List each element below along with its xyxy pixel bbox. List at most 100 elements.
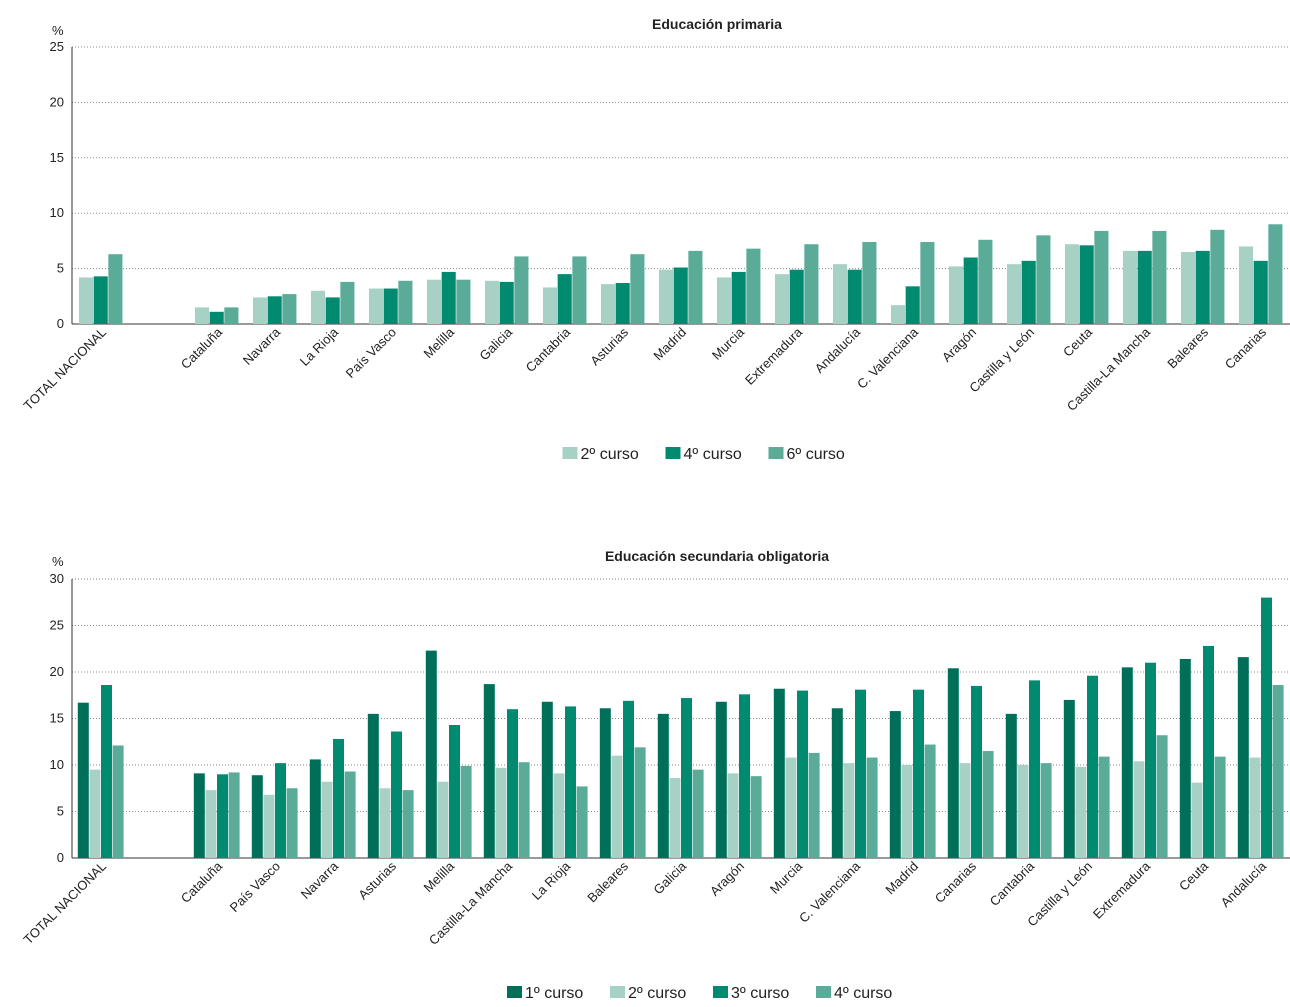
- bar: [862, 242, 877, 324]
- bar: [224, 307, 239, 324]
- bar: [978, 239, 993, 324]
- bar: [333, 738, 344, 858]
- bar: [727, 773, 739, 858]
- legend-swatch: [768, 447, 784, 459]
- x-tick-label: Murcia: [767, 858, 806, 897]
- x-tick-label: Melilla: [420, 858, 457, 895]
- x-tick-label: Andalucía: [1218, 858, 1270, 910]
- bar: [959, 763, 971, 858]
- bar: [89, 769, 101, 858]
- bar: [425, 650, 437, 858]
- x-tick-label: Cantabria: [987, 858, 1038, 909]
- bar: [1133, 761, 1145, 858]
- bar: [947, 668, 959, 858]
- bar: [344, 771, 356, 858]
- bar: [905, 286, 920, 324]
- x-tick-label: Canarias: [1222, 324, 1270, 372]
- legend-label: 2º curso: [581, 446, 639, 463]
- bar: [889, 711, 901, 858]
- bar: [831, 708, 843, 858]
- y-axis-label: %: [52, 23, 64, 38]
- x-tick-label: Ceuta: [1176, 858, 1212, 894]
- bar: [1029, 680, 1040, 858]
- x-tick-label: TOTAL NACIONAL: [21, 325, 110, 414]
- x-tick-label: Baleares: [1164, 324, 1211, 371]
- x-tick-label: Ceuta: [1060, 324, 1096, 360]
- x-tick-label: La Rioja: [297, 324, 342, 369]
- bar: [1261, 597, 1272, 858]
- x-tick-label: Galicia: [650, 858, 689, 897]
- bar: [630, 254, 645, 324]
- legend-label: 4º curso: [684, 446, 742, 463]
- bar: [275, 763, 286, 858]
- bar: [252, 297, 268, 324]
- bar: [101, 685, 112, 858]
- bar: [1191, 782, 1203, 858]
- bar: [1180, 251, 1196, 324]
- bar: [1079, 245, 1094, 324]
- bar: [797, 690, 808, 858]
- bar: [565, 706, 576, 858]
- bar: [948, 266, 964, 324]
- bar: [263, 794, 275, 858]
- bar: [847, 269, 862, 324]
- bar: [310, 290, 326, 324]
- bar: [576, 786, 588, 858]
- bar: [1179, 658, 1191, 858]
- bar: [78, 277, 94, 324]
- bar: [449, 725, 460, 858]
- bar: [963, 257, 978, 324]
- bar: [1214, 756, 1226, 858]
- y-tick-label: 15: [50, 150, 64, 165]
- bar: [1203, 645, 1214, 858]
- bar: [669, 778, 681, 858]
- bar: [194, 307, 210, 324]
- bar: [193, 773, 205, 858]
- x-tick-label: TOTAL NACIONAL: [21, 859, 110, 948]
- bar: [1195, 250, 1210, 324]
- bar: [1156, 735, 1168, 858]
- bar: [1064, 244, 1080, 324]
- x-tick-label: Madrid: [650, 325, 689, 364]
- bar: [325, 297, 340, 324]
- bar: [611, 755, 623, 858]
- legend-label: 6º curso: [787, 446, 845, 463]
- bar: [379, 788, 391, 858]
- bar: [688, 250, 703, 324]
- bar: [1087, 675, 1098, 858]
- legend-swatch: [610, 986, 625, 998]
- bar: [437, 781, 449, 858]
- bar: [367, 713, 379, 858]
- bar: [398, 280, 413, 324]
- bar: [832, 264, 848, 324]
- x-tick-label: Galicia: [476, 324, 515, 363]
- y-tick-label: 10: [50, 757, 64, 772]
- bar: [1098, 756, 1110, 858]
- x-tick-label: Aragón: [707, 859, 747, 899]
- bar: [1268, 224, 1283, 324]
- chart-title: Educación primaria: [652, 16, 782, 32]
- x-tick-label: País Vasco: [227, 859, 283, 915]
- bar: [383, 288, 398, 324]
- bar: [484, 280, 500, 324]
- bar: [658, 269, 674, 324]
- bar: [553, 773, 565, 858]
- bar: [441, 271, 456, 324]
- bar: [750, 776, 762, 858]
- x-tick-label: La Rioja: [529, 858, 574, 903]
- bar: [209, 311, 224, 324]
- bar: [920, 242, 935, 324]
- y-tick-label: 0: [57, 316, 64, 331]
- bar: [600, 284, 616, 324]
- bar: [108, 254, 123, 324]
- bar: [1210, 229, 1225, 324]
- bar: [746, 248, 761, 324]
- bar: [557, 274, 572, 324]
- x-tick-label: Andalucía: [812, 324, 864, 376]
- bar: [1075, 766, 1087, 858]
- bar: [1006, 264, 1022, 324]
- y-tick-label: 5: [57, 804, 64, 819]
- bar: [808, 752, 820, 858]
- bar: [599, 708, 611, 858]
